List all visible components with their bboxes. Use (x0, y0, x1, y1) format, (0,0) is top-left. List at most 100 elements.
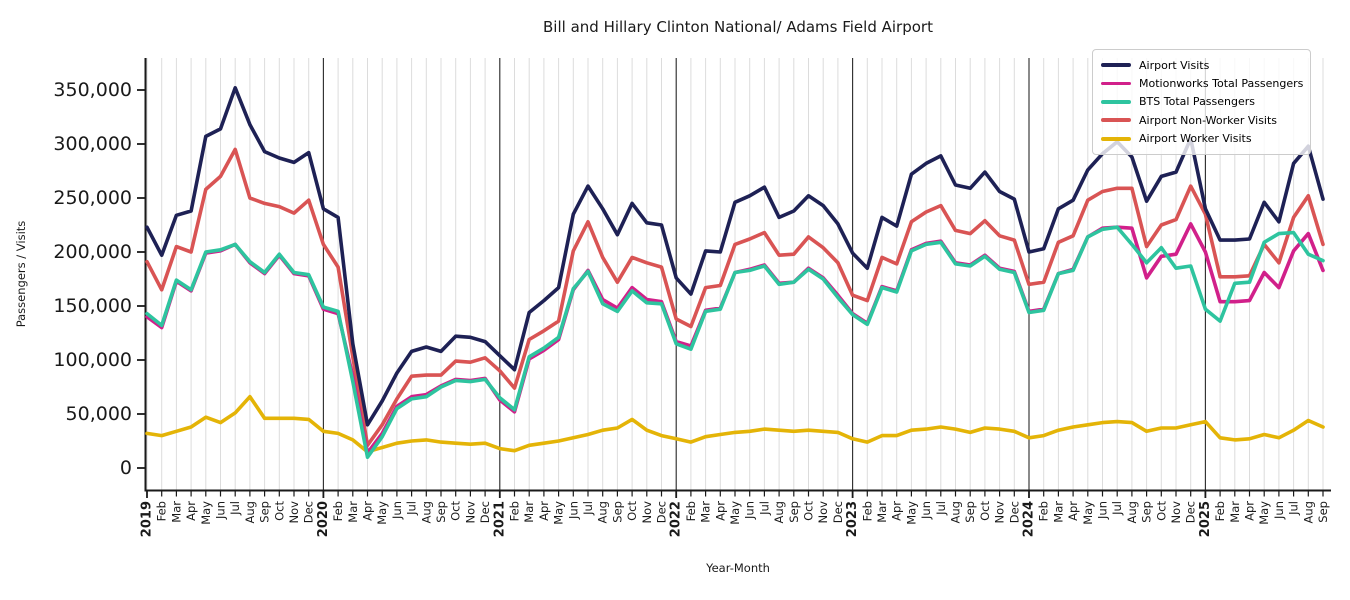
series-line-bts-total-passengers (145, 225, 1325, 460)
chart-legend: Airport Visits Motionworks Total Passeng… (1092, 49, 1311, 155)
legend-label: Motionworks Total Passengers (1139, 77, 1304, 91)
x-tick-label-month: Jul (934, 501, 948, 516)
x-tick-label-year: 2020 (316, 501, 331, 537)
x-tick-label-month: Sep (963, 501, 977, 523)
chart-title: Bill and Hillary Clinton National/ Adams… (543, 18, 933, 36)
x-tick-label-month: Sep (787, 501, 801, 523)
x-tick-label-month: Jun (566, 501, 580, 520)
y-tick-label: 150,000 (53, 295, 132, 317)
x-tick-label-month: Jul (1287, 501, 1301, 516)
x-tick-label-month: Feb (1037, 501, 1051, 521)
x-tick-label-year: 2019 (140, 501, 155, 537)
x-tick-label-month: Apr (890, 501, 904, 521)
y-tick-label: 350,000 (53, 79, 132, 101)
x-tick-label-month: Oct (1154, 501, 1168, 521)
x-tick-label-month: Mar (1228, 501, 1242, 523)
x-tick-label-month: Apr (184, 501, 198, 521)
x-tick-label-year: 2024 (1022, 501, 1037, 537)
x-tick-label-month: Aug (1301, 501, 1315, 523)
x-tick-label-month: Dec (831, 501, 845, 523)
x-tick-label-month: Feb (331, 501, 345, 521)
x-axis-label: Year-Month (706, 561, 770, 575)
x-tick-label-month: May (1257, 501, 1271, 525)
x-tick-label-month: Apr (1066, 501, 1080, 521)
legend-swatch-airport-worker-visits (1101, 136, 1131, 141)
x-tick-label-month: Mar (346, 501, 360, 523)
x-tick-label-month: Oct (625, 501, 639, 521)
x-tick-label-year: 2023 (845, 501, 860, 537)
legend-swatch-airport-visits (1101, 63, 1131, 68)
x-tick-label-month: Jul (757, 501, 771, 516)
x-tick-label-month: May (199, 501, 213, 525)
x-tick-label-month: Feb (684, 501, 698, 521)
x-tick-label-month: Feb (508, 501, 522, 521)
x-tick-label-year: 2025 (1198, 501, 1213, 537)
x-tick-label-month: Nov (993, 501, 1007, 524)
x-tick-label-month: Mar (522, 501, 536, 523)
x-tick-label-month: Apr (713, 501, 727, 521)
legend-swatch-motionworks-total-passengers (1101, 81, 1131, 86)
series-line-airport-worker-visits (145, 394, 1325, 454)
x-tick-label-month: Aug (772, 501, 786, 523)
x-tick-label-month: May (728, 501, 742, 525)
x-tick-label-month: Apr (361, 501, 375, 521)
x-tick-label-month: Apr (1243, 501, 1257, 521)
x-tick-label-month: Nov (1169, 501, 1183, 524)
y-axis-label: Passengers / Visits (14, 220, 28, 328)
x-tick-label-month: Jun (214, 501, 228, 520)
legend-item-airport-worker-visits: Airport Worker Visits (1101, 130, 1302, 148)
x-tick-label-month: Jul (405, 501, 419, 516)
x-tick-label-month: Sep (1140, 501, 1154, 523)
x-tick-label-year: 2021 (492, 501, 507, 537)
legend-item-airport-non-worker-visits: Airport Non-Worker Visits (1101, 111, 1302, 129)
x-tick-label-month: Aug (949, 501, 963, 523)
x-tick-label-year: 2022 (669, 501, 684, 537)
x-tick-label-month: May (904, 501, 918, 525)
legend-label: BTS Total Passengers (1139, 95, 1256, 109)
x-tick-label-month: May (552, 501, 566, 525)
y-tick-label: 250,000 (53, 187, 132, 209)
x-tick-label-month: Nov (287, 501, 301, 524)
legend-item-airport-visits: Airport Visits (1101, 56, 1302, 74)
x-tick-label-month: Aug (1125, 501, 1139, 523)
x-tick-label-month: May (1081, 501, 1095, 525)
x-tick-label-month: Apr (537, 501, 551, 521)
x-tick-label-month: Nov (640, 501, 654, 524)
y-tick-label: 0 (120, 457, 132, 479)
x-tick-label-month: Jul (1110, 501, 1124, 516)
x-tick-label-month: Sep (258, 501, 272, 523)
x-tick-label-month: Dec (302, 501, 316, 523)
series-line-airport-non-worker-visits (145, 147, 1325, 448)
x-tick-label-month: Mar (1051, 501, 1065, 523)
y-tick-label: 300,000 (53, 133, 132, 155)
x-tick-label-month: Mar (169, 501, 183, 523)
x-tick-label-month: Feb (155, 501, 169, 521)
x-tick-label-month: Aug (419, 501, 433, 523)
legend-item-bts-total-passengers: BTS Total Passengers (1101, 93, 1302, 111)
x-tick-label-month: Dec (655, 501, 669, 523)
x-tick-label-month: Jul (228, 501, 242, 516)
x-tick-label-month: Jun (390, 501, 404, 520)
x-tick-label-month: Jul (581, 501, 595, 516)
x-tick-label-month: Jun (919, 501, 933, 520)
legend-label: Airport Visits (1139, 58, 1210, 72)
x-tick-label-month: Dec (478, 501, 492, 523)
x-tick-label-month: Oct (272, 501, 286, 521)
x-tick-label-month: Oct (802, 501, 816, 521)
x-tick-label-month: Dec (1007, 501, 1021, 523)
legend-label: Airport Worker Visits (1139, 132, 1252, 146)
x-tick-label-month: Oct (449, 501, 463, 521)
legend-swatch-bts-total-passengers (1101, 100, 1131, 104)
x-tick-label-month: Jun (743, 501, 757, 520)
legend-swatch-airport-non-worker-visits (1101, 118, 1131, 123)
x-tick-label-month: Mar (699, 501, 713, 523)
x-tick-label-month: Sep (610, 501, 624, 523)
x-tick-label-month: Feb (860, 501, 874, 521)
y-tick-label: 200,000 (53, 241, 132, 263)
y-tick-label: 50,000 (66, 403, 132, 425)
x-tick-label-month: Nov (816, 501, 830, 524)
x-tick-label-month: Jun (1272, 501, 1286, 520)
x-tick-label-month: Nov (463, 501, 477, 524)
legend-item-motionworks-total-passengers: Motionworks Total Passengers (1101, 74, 1304, 92)
